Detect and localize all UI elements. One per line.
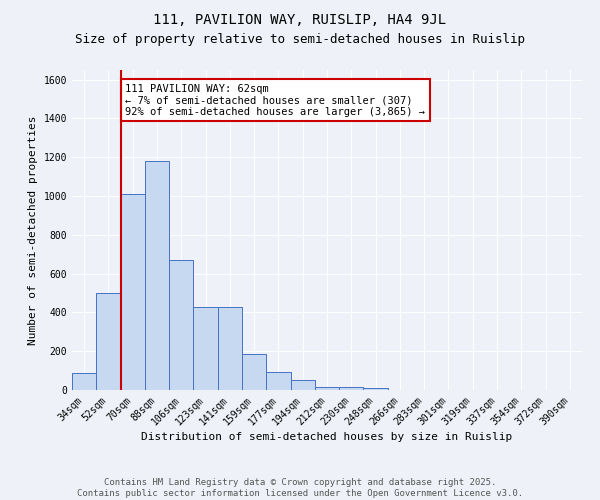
Bar	[266, 372, 290, 390]
Bar	[290, 380, 315, 390]
Text: 111 PAVILION WAY: 62sqm
← 7% of semi-detached houses are smaller (307)
92% of se: 111 PAVILION WAY: 62sqm ← 7% of semi-det…	[125, 84, 425, 117]
Bar	[339, 386, 364, 390]
Bar	[169, 260, 193, 390]
Text: 111, PAVILION WAY, RUISLIP, HA4 9JL: 111, PAVILION WAY, RUISLIP, HA4 9JL	[154, 12, 446, 26]
Text: Contains HM Land Registry data © Crown copyright and database right 2025.
Contai: Contains HM Land Registry data © Crown c…	[77, 478, 523, 498]
Bar	[145, 161, 169, 390]
Bar	[193, 306, 218, 390]
Bar	[96, 293, 121, 390]
Text: Size of property relative to semi-detached houses in Ruislip: Size of property relative to semi-detach…	[75, 32, 525, 46]
Bar	[242, 354, 266, 390]
Bar	[218, 306, 242, 390]
Bar	[121, 194, 145, 390]
Bar	[364, 388, 388, 390]
Bar	[315, 387, 339, 390]
Y-axis label: Number of semi-detached properties: Number of semi-detached properties	[28, 116, 38, 345]
Bar	[72, 372, 96, 390]
X-axis label: Distribution of semi-detached houses by size in Ruislip: Distribution of semi-detached houses by …	[142, 432, 512, 442]
